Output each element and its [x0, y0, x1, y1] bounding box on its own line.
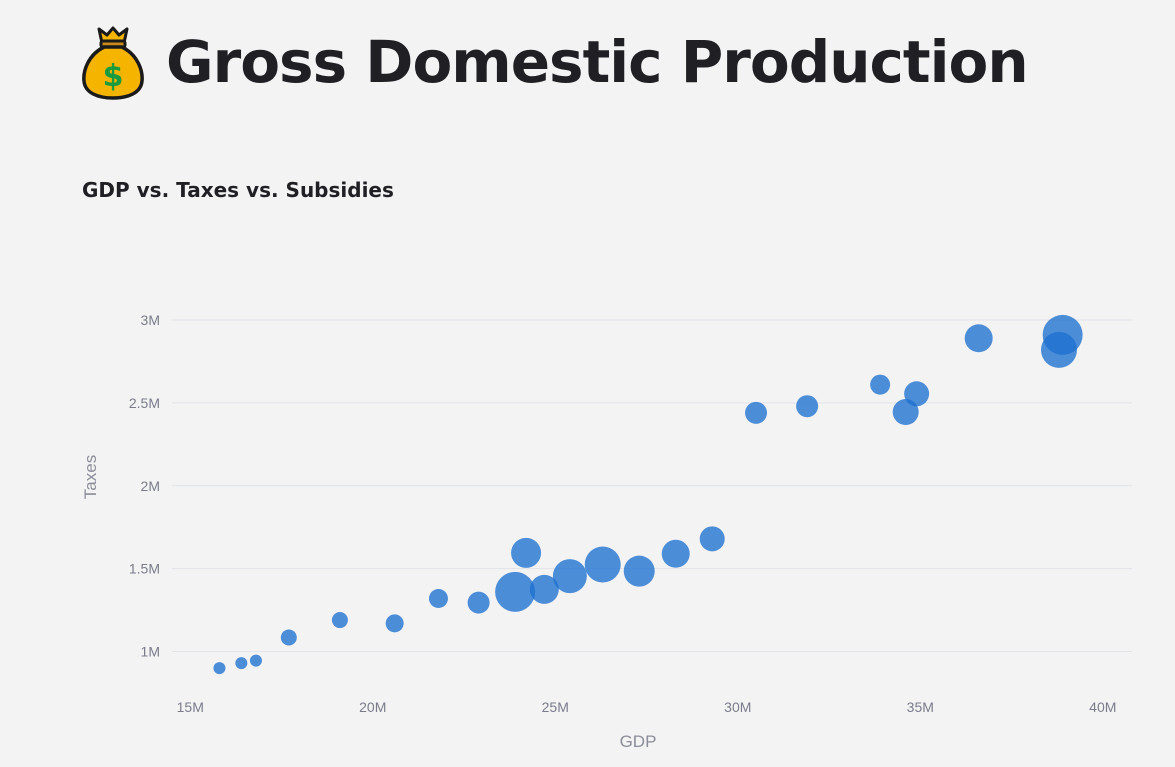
y-tick-label: 3M: [141, 312, 160, 328]
page-title: Gross Domestic Production: [166, 28, 1029, 96]
data-point[interactable]: [235, 657, 248, 670]
data-point[interactable]: [1042, 314, 1083, 355]
x-tick-label: 30M: [724, 699, 751, 715]
y-tick-label: 2M: [141, 478, 160, 494]
x-axis-title: GDP: [620, 732, 657, 751]
data-point[interactable]: [745, 401, 768, 424]
x-tick-label: 35M: [907, 699, 934, 715]
data-point[interactable]: [584, 546, 621, 583]
y-tick-label: 2.5M: [129, 395, 160, 411]
data-point[interactable]: [964, 324, 993, 353]
data-point[interactable]: [529, 574, 559, 604]
y-axis-title: Taxes: [81, 455, 100, 499]
gridlines: [172, 319, 1132, 653]
x-tick-label: 20M: [359, 699, 386, 715]
chart-title: GDP vs. Taxes vs. Subsidies: [82, 178, 394, 202]
data-point[interactable]: [428, 588, 448, 608]
data-point[interactable]: [552, 559, 587, 594]
svg-text:$: $: [103, 59, 124, 94]
data-point[interactable]: [892, 399, 919, 426]
data-point[interactable]: [213, 662, 226, 675]
data-point[interactable]: [385, 614, 404, 633]
data-point[interactable]: [870, 374, 891, 395]
y-axis-ticks: 1M 1.5M 2M 2.5M 3M: [129, 312, 160, 660]
y-tick-label: 1M: [141, 644, 160, 660]
money-bag-icon: $: [82, 26, 144, 100]
x-axis-ticks: 15M 20M 25M 30M 35M 40M: [177, 699, 1117, 715]
y-tick-label: 1.5M: [129, 561, 160, 577]
data-point[interactable]: [796, 395, 819, 418]
data-point[interactable]: [467, 591, 490, 614]
data-points[interactable]: [213, 314, 1083, 675]
data-point[interactable]: [661, 539, 690, 568]
x-tick-label: 40M: [1089, 699, 1116, 715]
data-point[interactable]: [331, 612, 348, 629]
data-point[interactable]: [904, 381, 930, 407]
data-point[interactable]: [699, 526, 725, 552]
data-point[interactable]: [495, 571, 536, 612]
data-point[interactable]: [623, 555, 655, 587]
data-point[interactable]: [249, 654, 262, 667]
title-row: $ Gross Domestic Production: [80, 22, 1029, 102]
data-point[interactable]: [511, 537, 542, 568]
data-point[interactable]: [280, 629, 297, 646]
x-tick-label: 25M: [542, 699, 569, 715]
x-tick-label: 15M: [177, 699, 204, 715]
